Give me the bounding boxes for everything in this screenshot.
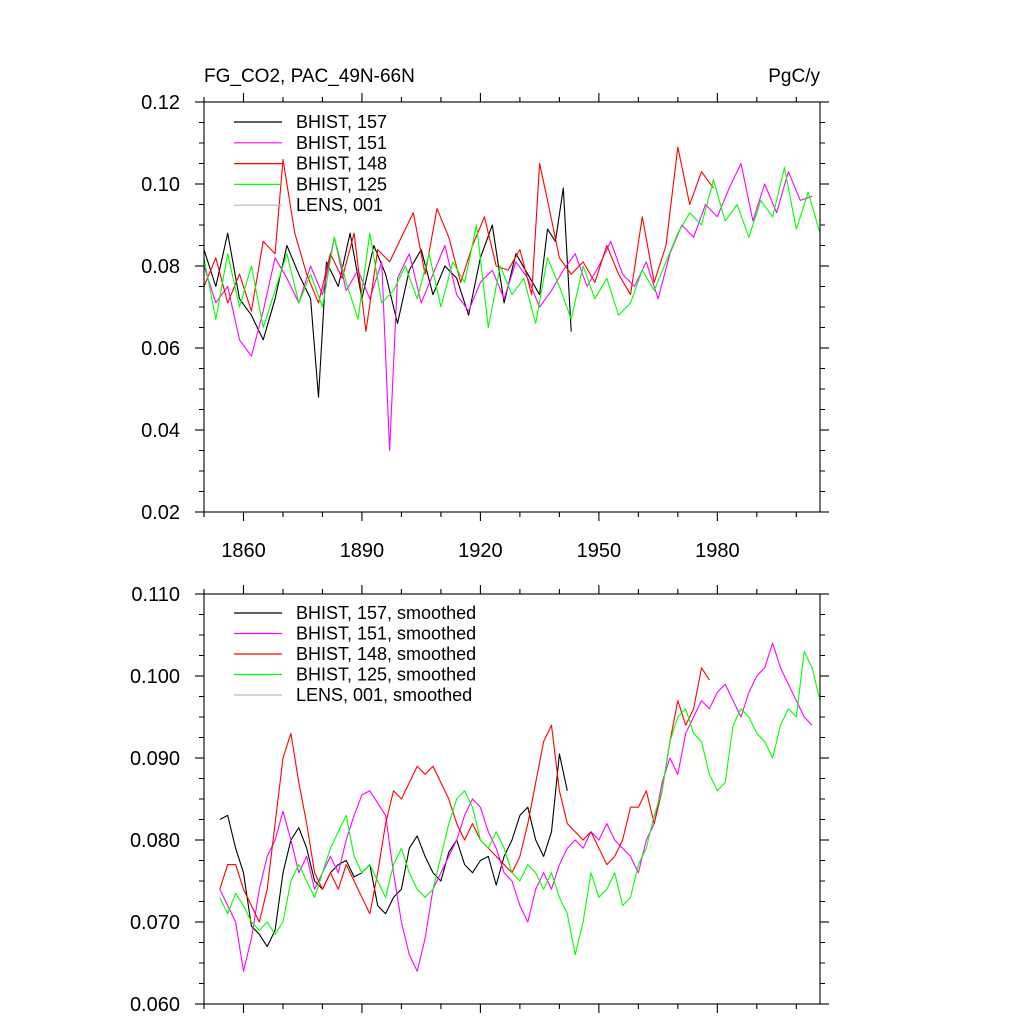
y-tick-label: 0.090	[130, 748, 180, 770]
legend-label: BHIST, 151	[296, 133, 387, 153]
legend-label: BHIST, 148, smoothed	[296, 644, 476, 664]
x-tick-label: 1890	[340, 540, 385, 562]
x-tick-label: 1980	[695, 540, 740, 562]
y-tick-label: 0.080	[130, 830, 180, 852]
y-tick-label: 0.060	[130, 994, 180, 1016]
x-tick-label: 1860	[221, 540, 266, 562]
y-tick-label: 0.100	[130, 666, 180, 688]
legend-label: BHIST, 148	[296, 154, 387, 174]
legend-label: BHIST, 125	[296, 174, 387, 194]
legend-label: LENS, 001, smoothed	[296, 685, 472, 705]
legend-label: BHIST, 125, smoothed	[296, 665, 476, 685]
y-tick-label: 0.04	[141, 420, 180, 442]
x-tick-label: 1920	[458, 540, 503, 562]
chart-title: FG_CO2, PAC_49N-66N	[204, 66, 415, 87]
y-tick-label: 0.070	[130, 912, 180, 934]
series-line-0	[219, 753, 568, 948]
legend-label: BHIST, 157	[296, 112, 387, 132]
y-tick-label: 0.10	[141, 174, 180, 196]
series-line-2	[219, 667, 710, 923]
series-lines	[204, 146, 820, 452]
series-line-3	[219, 650, 820, 956]
legend-label: BHIST, 157, smoothed	[296, 603, 476, 623]
top-panel: 0.02 0.04 0.06 0.08 0.10 0.12 1860 1890 1920 1950…	[141, 92, 829, 562]
legend-label: LENS, 001	[296, 195, 383, 215]
y-tick-label: 0.12	[141, 92, 180, 114]
bottom-panel: 0.060 0.070 0.080 0.090 0.100 0.110 BHIST, 157…	[130, 584, 829, 1016]
series-line-1	[204, 162, 813, 452]
y-tick-label: 0.06	[141, 338, 180, 360]
legend-label: BHIST, 151, smoothed	[296, 624, 476, 644]
y-tick-label: 0.110	[131, 584, 180, 606]
y-tick-label: 0.08	[141, 256, 180, 278]
x-tick-label: 1950	[577, 540, 622, 562]
series-lines	[219, 642, 820, 972]
series-line-0	[204, 187, 572, 398]
series-line-3	[204, 167, 820, 329]
chart-units: PgC/y	[768, 66, 820, 87]
y-tick-label: 0.02	[141, 502, 180, 524]
series-line-2	[204, 146, 714, 333]
